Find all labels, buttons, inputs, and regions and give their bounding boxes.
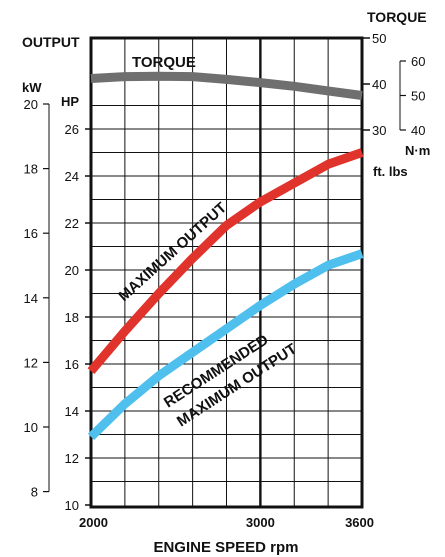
- nm-tick-label: 30: [372, 123, 386, 138]
- nm-tick-label: 40: [372, 77, 386, 92]
- grid: [91, 38, 362, 507]
- hp-tick-label: 14: [65, 404, 79, 419]
- maximum-output-curve: [87, 148, 364, 375]
- hp-tick-label: 26: [65, 122, 79, 137]
- ftlb-unit-label: ft. lbs: [373, 164, 408, 179]
- torque-curve: [90, 71, 363, 100]
- x-tick-label: 3600: [345, 515, 374, 530]
- kw-unit-label: kW: [22, 80, 42, 95]
- kw-tick-label: 20: [24, 97, 38, 112]
- hp-tick-label: 10: [65, 498, 79, 513]
- kw-tick-label: 8: [31, 485, 38, 500]
- ftlb-tick-label: 50: [411, 89, 425, 104]
- hp-tick-label: 20: [65, 263, 79, 278]
- hp-tick-label: 16: [65, 357, 79, 372]
- kw-tick-label: 10: [24, 420, 38, 435]
- kw-tick-label: 18: [24, 162, 38, 177]
- max-output-curve-label: MAXIMUM OUTPUT: [115, 199, 230, 305]
- x-tick-label: 2000: [79, 515, 108, 530]
- hp-tick-label: 24: [65, 169, 79, 184]
- axes: 2000 3000 3600 26 24 22 20 18 16 14 12 10 20 18 16 14 12…: [24, 31, 426, 530]
- hp-tick-label: 18: [65, 310, 79, 325]
- hp-tick-label: 12: [65, 451, 79, 466]
- torque-curve-label: TORQUE: [132, 54, 196, 71]
- nm-unit-label: N·m: [405, 143, 430, 158]
- kw-tick-label: 12: [24, 355, 38, 370]
- kw-tick-label: 16: [24, 226, 38, 241]
- x-axis-label: ENGINE SPEED rpm: [153, 539, 298, 556]
- hp-tick-label: 22: [65, 216, 79, 231]
- curves: [87, 71, 364, 441]
- recommended-output-curve: [87, 249, 364, 441]
- nm-tick-label: 50: [372, 31, 386, 46]
- ftlb-tick-label: 60: [411, 54, 425, 69]
- x-tick-label: 3000: [246, 515, 275, 530]
- output-label: OUTPUT: [22, 34, 80, 50]
- torque-axis-label: TORQUE: [367, 9, 427, 25]
- hp-unit-label: HP: [61, 94, 79, 109]
- ftlb-tick-label: 40: [411, 123, 425, 138]
- kw-tick-label: 14: [24, 291, 38, 306]
